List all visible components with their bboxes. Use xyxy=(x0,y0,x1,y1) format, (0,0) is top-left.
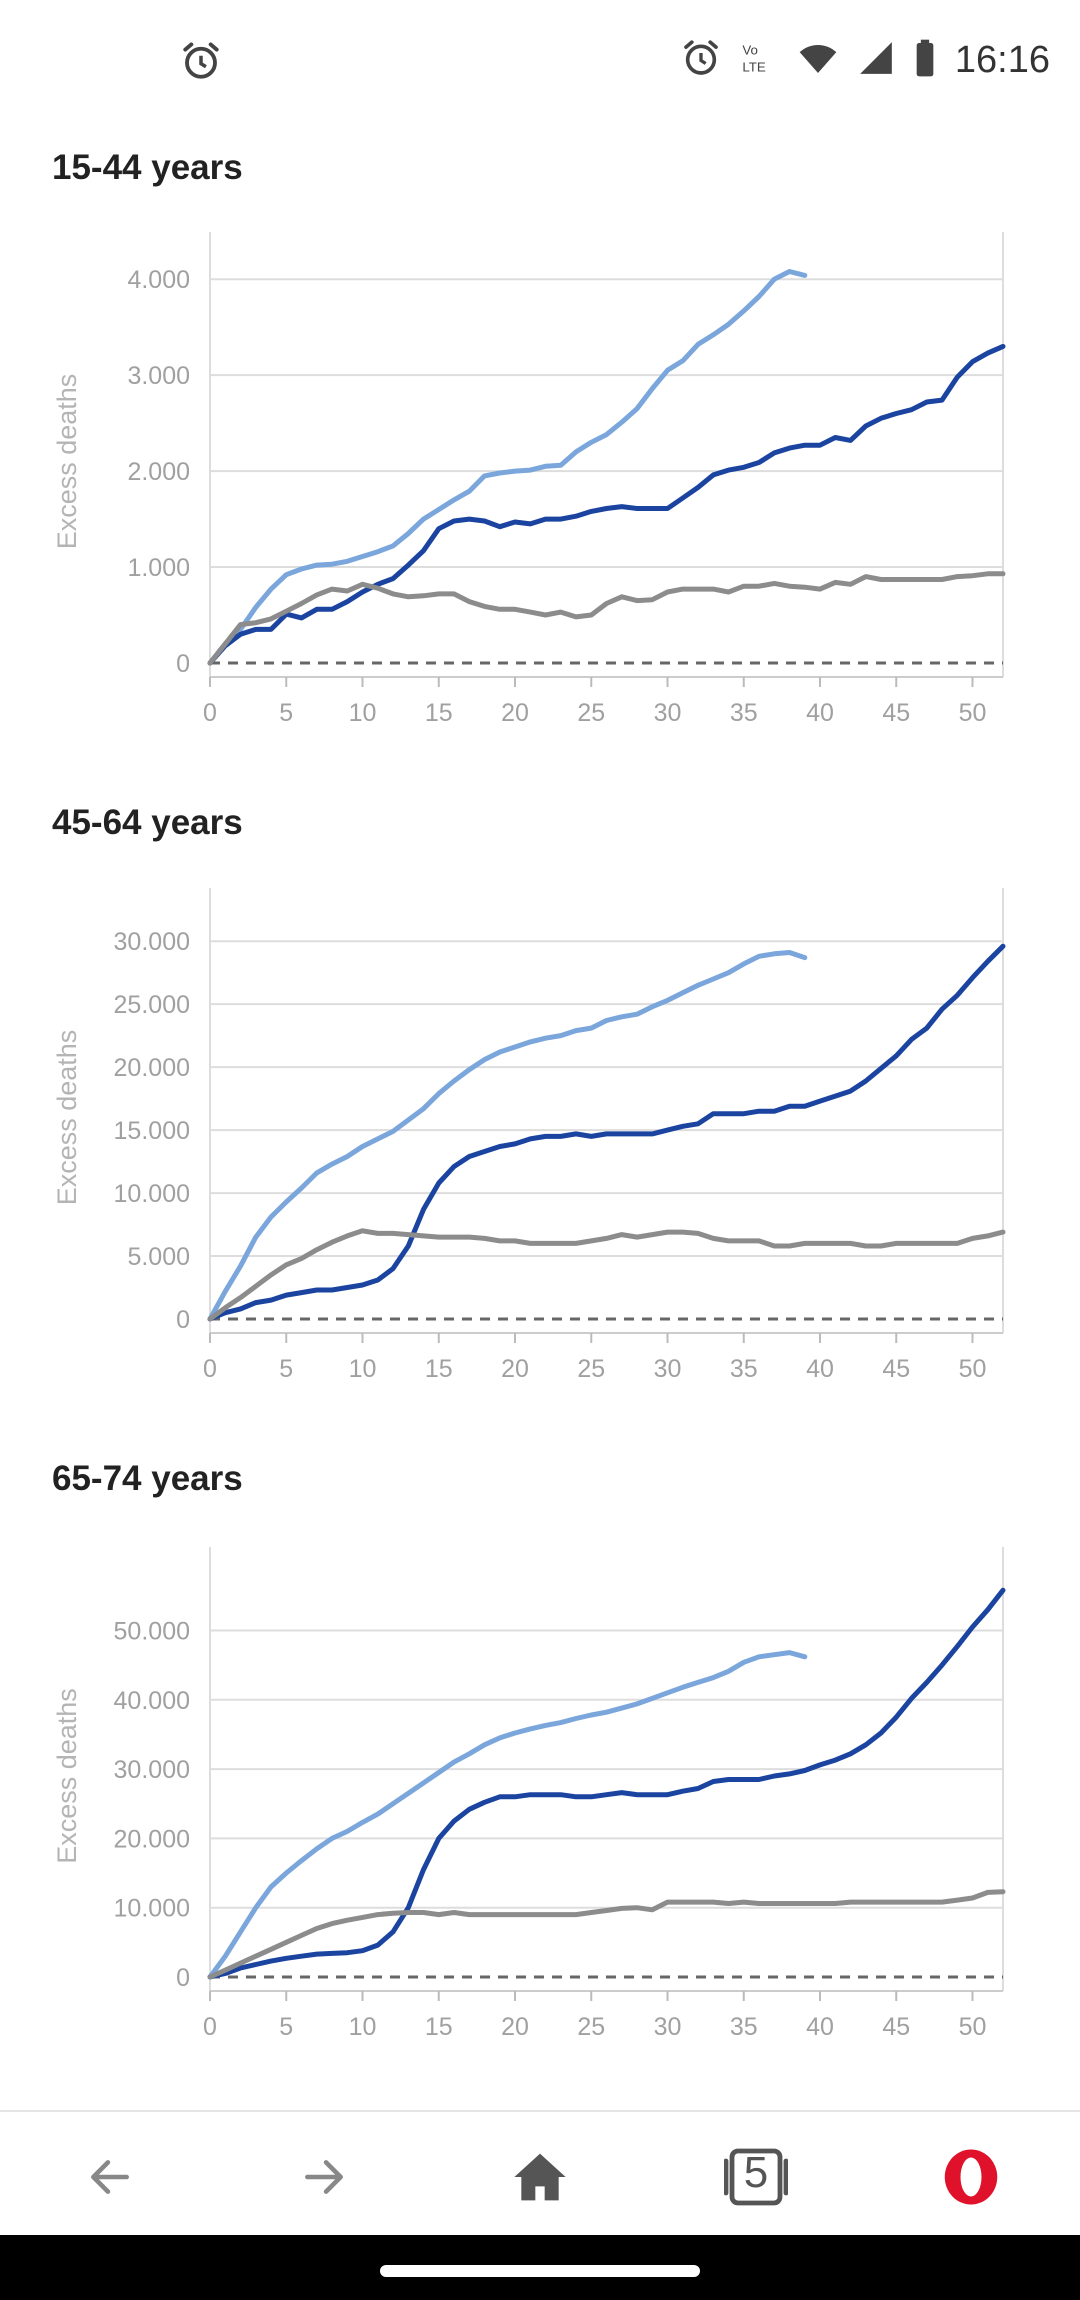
y-tick-label: 3.000 xyxy=(127,362,190,390)
svg-text:Vo: Vo xyxy=(742,43,758,58)
browser-nav-bar: 5 xyxy=(0,2110,1080,2235)
x-tick-label: 25 xyxy=(577,1355,605,1383)
tabs-icon: 5 xyxy=(724,2148,788,2206)
x-tick-label: 0 xyxy=(203,699,217,727)
back-button[interactable] xyxy=(65,2132,155,2222)
x-tick-label: 50 xyxy=(959,2013,987,2041)
forward-arrow-icon xyxy=(305,2160,343,2194)
x-tick-label: 0 xyxy=(203,2013,217,2041)
volte-icon: Vo LTE xyxy=(739,38,779,83)
x-tick-label: 5 xyxy=(279,699,293,727)
x-tick-label: 40 xyxy=(806,1355,834,1383)
y-tick-label: 25.000 xyxy=(114,991,190,1019)
x-tick-label: 5 xyxy=(279,2013,293,2041)
x-tick-label: 25 xyxy=(577,2013,605,2041)
y-tick-label: 0 xyxy=(176,650,190,678)
chart-title: 45-64 years xyxy=(52,803,243,842)
y-tick-label: 2.000 xyxy=(127,458,190,486)
series-line-dark xyxy=(207,343,1006,666)
x-tick-label: 35 xyxy=(730,2013,758,2041)
status-time: 16:16 xyxy=(954,39,1050,81)
forward-button[interactable] xyxy=(279,2132,369,2222)
y-axis-label: Excess deaths xyxy=(52,1688,82,1864)
x-tick-label: 50 xyxy=(959,699,987,727)
x-tick-label: 40 xyxy=(806,699,834,727)
status-bar: Vo LTE 16:16 xyxy=(0,0,1080,120)
y-tick-label: 1.000 xyxy=(127,554,190,582)
series-line-grey xyxy=(207,571,1006,666)
series-line-grey xyxy=(207,1228,1006,1322)
y-tick-label: 10.000 xyxy=(114,1895,190,1923)
x-tick-label: 30 xyxy=(654,2013,682,2041)
x-tick-label: 20 xyxy=(501,2013,529,2041)
home-button[interactable] xyxy=(495,2132,585,2222)
opera-menu-button[interactable] xyxy=(926,2132,1016,2222)
x-tick-label: 45 xyxy=(882,699,910,727)
x-tick-label: 10 xyxy=(349,1355,377,1383)
y-tick-label: 4.000 xyxy=(127,266,190,294)
chart-title: 15-44 years xyxy=(52,148,243,187)
series-line-light xyxy=(207,950,808,1322)
battery-icon xyxy=(913,38,937,83)
home-icon xyxy=(514,2153,566,2201)
x-tick-label: 15 xyxy=(425,2013,453,2041)
y-tick-label: 30.000 xyxy=(114,928,190,956)
alarm-icon xyxy=(681,38,721,83)
chart-title: 65-74 years xyxy=(52,1459,243,1498)
x-tick-label: 50 xyxy=(959,1355,987,1383)
series-line-grey xyxy=(207,1889,1006,1980)
home-gesture-pill[interactable] xyxy=(380,2265,700,2277)
x-tick-label: 20 xyxy=(501,699,529,727)
series-line-light xyxy=(207,269,808,666)
series-line-dark xyxy=(207,943,1006,1322)
x-tick-label: 5 xyxy=(279,1355,293,1383)
back-arrow-icon xyxy=(91,2160,129,2194)
x-tick-label: 45 xyxy=(882,1355,910,1383)
x-tick-label: 15 xyxy=(425,1355,453,1383)
x-tick-label: 10 xyxy=(349,699,377,727)
series-line-light xyxy=(207,1650,808,1980)
y-axis-label: Excess deaths xyxy=(52,1030,82,1206)
tab-count: 5 xyxy=(744,2148,768,2197)
x-tick-label: 30 xyxy=(654,699,682,727)
y-tick-label: 5.000 xyxy=(127,1243,190,1271)
x-tick-label: 15 xyxy=(425,699,453,727)
x-tick-label: 30 xyxy=(654,1355,682,1383)
chart-15-44: 0 1.000 2.000 3.000 4.000 0 5 10 15 20 25 30 35 40 45 5… xyxy=(52,232,1006,727)
x-tick-label: 10 xyxy=(349,2013,377,2041)
y-tick-label: 15.000 xyxy=(114,1117,190,1145)
x-tick-label: 25 xyxy=(577,699,605,727)
x-tick-label: 40 xyxy=(806,2013,834,2041)
wifi-icon xyxy=(797,38,839,83)
x-tick-label: 20 xyxy=(501,1355,529,1383)
y-tick-label: 10.000 xyxy=(114,1180,190,1208)
x-tick-label: 45 xyxy=(882,2013,910,2041)
x-tick-label: 35 xyxy=(730,699,758,727)
y-tick-label: 0 xyxy=(176,1964,190,1992)
opera-icon xyxy=(944,2149,998,2205)
series-line-dark xyxy=(207,1587,1006,1980)
y-tick-label: 50.000 xyxy=(114,1617,190,1645)
tabs-button[interactable]: 5 xyxy=(711,2132,801,2222)
chart-65-74: 0 10.000 20.000 30.000 40.000 50.000 0 5 10 15 20 2… xyxy=(52,1547,1006,2041)
x-tick-label: 0 xyxy=(203,1355,217,1383)
y-tick-label: 0 xyxy=(176,1306,190,1334)
y-tick-label: 30.000 xyxy=(114,1756,190,1784)
alarm-icon xyxy=(180,40,222,87)
y-tick-label: 20.000 xyxy=(114,1825,190,1853)
svg-text:LTE: LTE xyxy=(742,59,766,74)
y-tick-label: 40.000 xyxy=(114,1687,190,1715)
x-tick-label: 35 xyxy=(730,1355,758,1383)
signal-icon xyxy=(857,39,895,82)
chart-45-64: 0 5.000 10.000 15.000 20.000 25.000 30.000 0 5 10… xyxy=(52,888,1006,1383)
y-tick-label: 20.000 xyxy=(114,1054,190,1082)
system-navigation-bar xyxy=(0,2235,1080,2300)
y-axis-label: Excess deaths xyxy=(52,374,82,550)
